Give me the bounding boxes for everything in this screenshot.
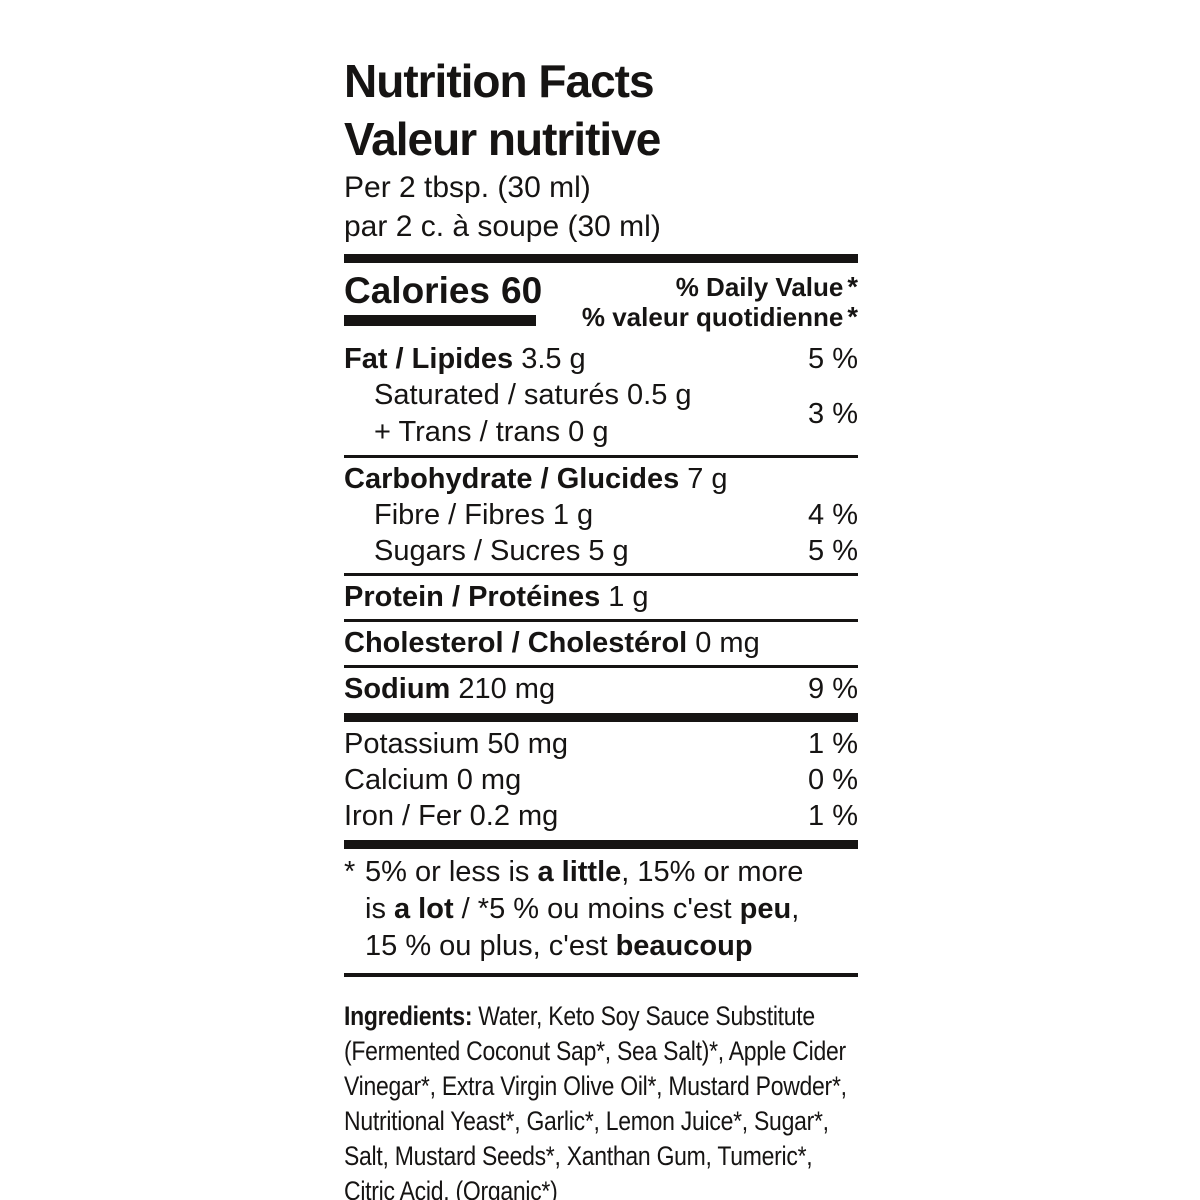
fat-label: Fat / Lipides bbox=[344, 343, 514, 375]
daily-value-star-en: * bbox=[847, 271, 858, 302]
fibre-daily-value: 4 % bbox=[808, 499, 858, 531]
daily-value-header: % Daily Value * % valeur quotidienne * bbox=[582, 270, 858, 332]
nutrient-row-calcium: Calcium 0 mg 0 % bbox=[344, 762, 858, 798]
divider-thin bbox=[344, 665, 858, 668]
divider-thin bbox=[344, 573, 858, 576]
serving-size-en: Per 2 tbsp. (30 ml) bbox=[344, 171, 591, 204]
footnote-line-2: is a lot / *5 % ou moins c'est peu, bbox=[365, 893, 800, 925]
daily-value-footnote: * 5% or less is a little, 15% or more is … bbox=[344, 854, 858, 965]
ingredients-section: Ingredients: Water, Keto Soy Sauce Substi… bbox=[344, 999, 857, 1200]
title-fr: Valeur nutritive bbox=[344, 113, 661, 165]
protein-label: Protein / Protéines bbox=[344, 581, 601, 613]
daily-value-text-fr: % valeur quotidienne bbox=[581, 302, 844, 332]
trans-amount: 0 g bbox=[568, 416, 609, 448]
daily-value-star-fr: * bbox=[847, 301, 858, 332]
daily-value-text-en: % Daily Value bbox=[675, 272, 844, 302]
nutrient-group-saturated-trans: Saturated / saturés 0.5 g + Trans / trans… bbox=[344, 377, 858, 451]
nutrient-row-trans: + Trans / trans 0 g bbox=[344, 414, 692, 451]
divider-thick-bottom bbox=[344, 840, 858, 849]
calories-block: Calories 60 bbox=[344, 270, 542, 326]
calcium-amount: 0 mg bbox=[456, 764, 522, 796]
potassium-label: Potassium bbox=[344, 728, 480, 760]
nutrient-row-iron: Iron / Fer 0.2 mg 1 % bbox=[344, 798, 858, 834]
daily-value-header-fr: % valeur quotidienne * bbox=[582, 302, 858, 332]
divider-thick-middle bbox=[344, 713, 858, 722]
calories-label: Calories 60 bbox=[344, 270, 542, 311]
serving-size-fr: par 2 c. à soupe (30 ml) bbox=[344, 210, 661, 243]
cholesterol-label: Cholesterol / Cholestérol bbox=[344, 627, 688, 659]
title-en: Nutrition Facts bbox=[344, 55, 655, 107]
divider-thick-top bbox=[344, 254, 858, 263]
divider-thin bbox=[344, 455, 858, 458]
sugars-label: Sugars / Sucres bbox=[374, 535, 581, 567]
nutrient-row-sugars: Sugars / Sucres 5 g 5 % bbox=[344, 533, 858, 569]
calories-underline bbox=[344, 315, 536, 326]
iron-label: Iron / Fer bbox=[344, 800, 462, 832]
saturated-amount: 0.5 g bbox=[627, 379, 692, 411]
nutrient-row-sodium: Sodium 210 mg 9 % bbox=[344, 671, 858, 707]
calories-daily-value-header-row: Calories 60 % Daily Value * % valeur quoti… bbox=[344, 270, 858, 332]
sugars-amount: 5 g bbox=[588, 535, 629, 567]
saturated-label: Saturated / saturés bbox=[374, 379, 620, 411]
cholesterol-amount: 0 mg bbox=[695, 627, 760, 659]
daily-value-header-en: % Daily Value * bbox=[582, 272, 858, 302]
sodium-amount: 210 mg bbox=[458, 673, 556, 705]
nutrient-row-fibre: Fibre / Fibres 1 g 4 % bbox=[344, 497, 858, 533]
nutrient-row-cholesterol: Cholesterol / Cholestérol 0 mg bbox=[344, 625, 858, 661]
ingredients-text: Water, Keto Soy Sauce Substitute (Fermen… bbox=[344, 1001, 847, 1200]
saturated-trans-daily-value: 3 % bbox=[808, 398, 858, 430]
calcium-daily-value: 0 % bbox=[808, 764, 858, 796]
calcium-label: Calcium bbox=[344, 764, 449, 796]
carbohydrate-label: Carbohydrate / Glucides bbox=[344, 463, 680, 495]
iron-daily-value: 1 % bbox=[808, 800, 858, 832]
nutrient-row-potassium: Potassium 50 mg 1 % bbox=[344, 726, 858, 762]
sodium-label: Sodium bbox=[344, 673, 451, 705]
nutrient-row-carbohydrate: Carbohydrate / Glucides 7 g bbox=[344, 461, 858, 497]
calories-word: Calories bbox=[344, 270, 491, 311]
calories-value: 60 bbox=[501, 270, 543, 311]
ingredients-heading: Ingredients: bbox=[344, 1001, 473, 1031]
fat-daily-value: 5 % bbox=[808, 343, 858, 375]
nutrient-row-saturated: Saturated / saturés 0.5 g bbox=[344, 377, 692, 414]
fibre-label: Fibre / Fibres bbox=[374, 499, 545, 531]
footnote-line-3: 15 % ou plus, c'est beaucoup bbox=[365, 930, 753, 962]
nutrient-rows: Fat / Lipides 3.5 g 5 % Saturated / satur… bbox=[344, 341, 858, 849]
carbohydrate-amount: 7 g bbox=[687, 463, 728, 495]
fibre-amount: 1 g bbox=[552, 499, 594, 531]
nutrition-facts-label: Nutrition Facts Valeur nutritive Per 2 t… bbox=[344, 52, 858, 1200]
divider-thin bbox=[344, 619, 858, 622]
potassium-amount: 50 mg bbox=[487, 728, 568, 760]
nutrient-row-fat: Fat / Lipides 3.5 g 5 % bbox=[344, 341, 858, 377]
trans-label: + Trans / trans bbox=[374, 416, 561, 448]
fat-amount: 3.5 g bbox=[521, 343, 586, 375]
potassium-daily-value: 1 % bbox=[808, 728, 858, 760]
sugars-daily-value: 5 % bbox=[808, 535, 858, 567]
footnote-line-1: * 5% or less is a little, 15% or more bbox=[344, 854, 858, 891]
footnote-star: * bbox=[344, 856, 356, 888]
iron-amount: 0.2 mg bbox=[469, 800, 559, 832]
sodium-daily-value: 9 % bbox=[808, 673, 858, 705]
divider-footnote bbox=[344, 973, 858, 977]
protein-amount: 1 g bbox=[608, 581, 649, 613]
nutrient-row-protein: Protein / Protéines 1 g bbox=[344, 579, 858, 615]
